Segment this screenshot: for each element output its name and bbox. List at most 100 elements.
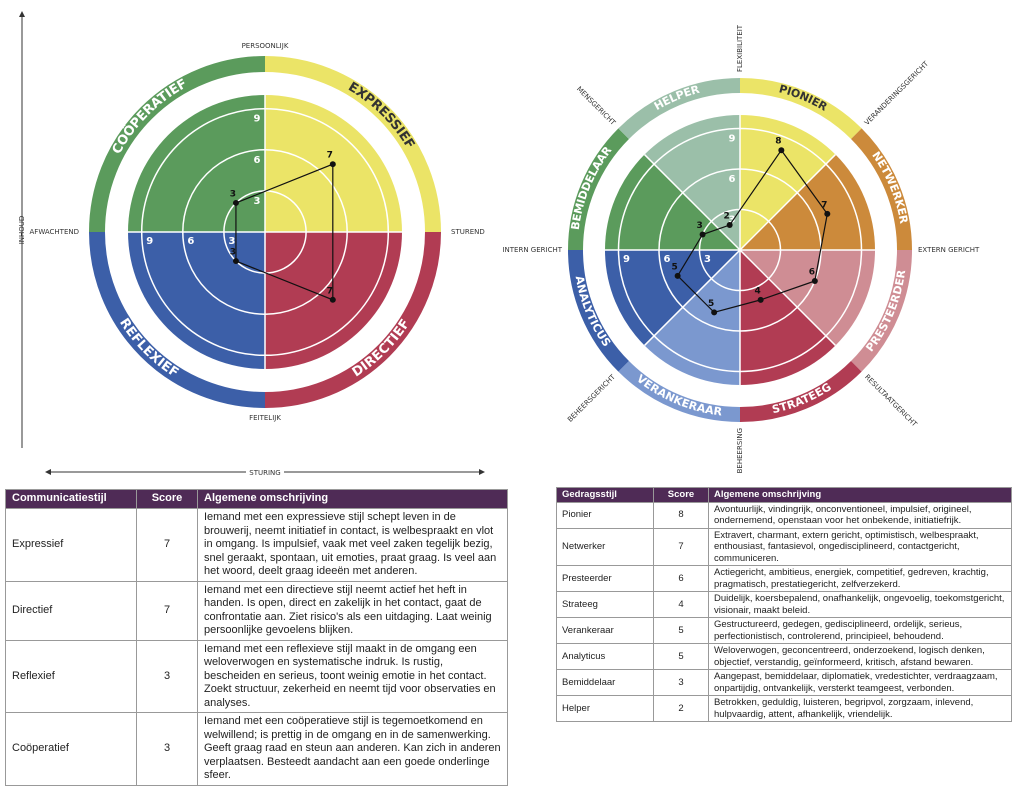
row: Coöperatief 3 Iemand met een coöperatieve … — [5, 712, 508, 786]
ring-band — [89, 56, 266, 233]
row: Netwerker 7 Extravert, charmant, extern ge… — [556, 527, 1012, 566]
segment — [740, 115, 836, 250]
style-name: Verankeraar — [556, 617, 654, 644]
divider — [739, 249, 836, 346]
axis-label: PERSOONLIJK — [242, 42, 289, 50]
score-point — [811, 277, 818, 284]
r-tick-label: 9 — [729, 134, 736, 145]
description: Aangepast, bemiddelaar, diplomatiek, vre… — [708, 669, 1012, 696]
header-row: Communicatiestijl Score Algemene omschrijv… — [5, 489, 508, 509]
r-tick-label: 3 — [729, 215, 736, 226]
score-point — [232, 199, 239, 206]
style-name: Netwerker — [556, 527, 654, 566]
column-header: Algemene omschrijving — [708, 487, 1012, 503]
column-header: Score — [136, 489, 198, 509]
r-tick-label: 9 — [146, 236, 153, 247]
r-tick-label: 6 — [729, 174, 736, 185]
r-tick-label: 6 — [254, 155, 261, 166]
axis-label: INTERN GERICHT — [502, 246, 562, 254]
score: 7 — [136, 508, 198, 582]
divider — [644, 249, 741, 346]
ring-band — [568, 249, 630, 372]
x-label-bg — [246, 466, 284, 478]
axis-label: STUREND — [451, 228, 485, 236]
row: Presteerder 6 Actiegericht, ambitieus, ene… — [556, 565, 1012, 592]
description: Betrokken, geduldig, luisteren, begripvo… — [708, 695, 1012, 722]
axis-label: EXTERN GERICHT — [918, 246, 980, 254]
description: Weloverwogen, geconcentreerd, onderzoeke… — [708, 643, 1012, 670]
segment — [644, 114, 740, 250]
table-communicatie: Communicatiestijl Score Algemene omschrijv… — [5, 489, 508, 786]
description: Avontuurlijk, vindingrijk, onconventione… — [708, 501, 1012, 529]
r-tick-label: 3 — [704, 254, 711, 265]
ring-band — [618, 360, 741, 422]
divider — [644, 154, 741, 251]
column-header: Algemene omschrijving — [197, 489, 508, 509]
column-header: Gedragsstijl — [556, 487, 654, 503]
style-name: Pionier — [556, 501, 654, 529]
row: Strateeg 4 Duidelijk, koersbepalend, onafh… — [556, 591, 1012, 618]
score: 5 — [653, 643, 709, 670]
table-gedrag: Gedragsstijl Score Algemene omschrijving Pi… — [556, 487, 1012, 722]
row: Bemiddelaar 3 Aangepast, bemiddelaar, dipl… — [556, 669, 1012, 696]
value-label: 5 — [672, 262, 678, 272]
style-name: Presteerder — [556, 565, 654, 592]
ring-band — [264, 231, 441, 408]
ring-band — [264, 56, 441, 233]
segment — [740, 250, 875, 346]
style-name: Helper — [556, 695, 654, 722]
axis-label: VERANDERINGSGERICHT — [863, 59, 931, 127]
style-name: Coöperatief — [5, 712, 137, 786]
segment — [644, 250, 740, 385]
r-tick-label: 9 — [254, 114, 261, 125]
axis-label: BEHEERSGERICHT — [566, 373, 617, 424]
value-label: 2 — [724, 212, 730, 222]
value-label: 3 — [230, 189, 236, 199]
score-point — [674, 272, 681, 279]
divider — [739, 154, 836, 251]
description: Iemand met een directieve stijl neemt ac… — [197, 580, 508, 641]
style-name: Reflexief — [5, 639, 137, 713]
value-label: 4 — [755, 286, 761, 296]
r-tick-label: 6 — [664, 254, 671, 265]
score: 3 — [653, 669, 709, 696]
score: 3 — [136, 639, 198, 713]
x-axis-label: STURING — [249, 469, 280, 477]
description: Iemand met een expressieve stijl schept … — [197, 508, 508, 582]
header-row: Gedragsstijl Score Algemene omschrijving — [556, 487, 1012, 503]
r-tick-label: 6 — [187, 236, 194, 247]
description: Duidelijk, koersbepalend, onafhankelijk,… — [708, 591, 1012, 618]
value-label: 3 — [696, 221, 702, 231]
score-point — [757, 296, 764, 303]
style-name: Analyticus — [556, 643, 654, 670]
ring-band — [568, 128, 630, 251]
segment — [128, 232, 265, 369]
score: 8 — [653, 501, 709, 529]
value-label: 8 — [775, 137, 781, 147]
row: Verankeraar 5 Gestructureerd, gedegen, ged… — [556, 617, 1012, 644]
score: 2 — [653, 695, 709, 722]
axis-label: AFWACHTEND — [30, 228, 80, 236]
value-label: 7 — [327, 151, 333, 161]
charts: STURING INHOUD 336699EXPRESSIEFDIRECTIEF… — [18, 11, 980, 478]
y-axis-label: INHOUD — [18, 216, 26, 245]
r-tick-label: 3 — [254, 196, 261, 207]
ring-band — [850, 249, 912, 372]
category-label: BEMIDDELAAR — [569, 144, 615, 231]
page: STURING INHOUD 3 3 6 6 9 9 EXPRESSIEF DIRECTIEF… — [5, 11, 1012, 786]
axis-label: RESULTAATGERICHT — [863, 373, 919, 429]
description: Gestructureerd, gedegen, gedisciplineerd… — [708, 617, 1012, 644]
r-tick-label: 3 — [228, 236, 235, 247]
description: Actiegericht, ambitieus, energiek, compe… — [708, 565, 1012, 592]
value-label: 3 — [230, 248, 236, 258]
row: Analyticus 5 Weloverwogen, geconcentreerd,… — [556, 643, 1012, 670]
score: 7 — [136, 580, 198, 641]
row: Expressief 7 Iemand met een expressieve st… — [5, 508, 508, 582]
row: Reflexief 3 Iemand met een reflexieve stij… — [5, 639, 508, 713]
segment — [740, 250, 836, 385]
description: Iemand met een reflexieve stijl maakt in… — [197, 639, 508, 713]
axis-label: BEHEERSING — [736, 428, 744, 473]
category-label: NETWERKER — [869, 149, 910, 225]
segment — [128, 95, 265, 232]
score: 7 — [653, 527, 709, 566]
